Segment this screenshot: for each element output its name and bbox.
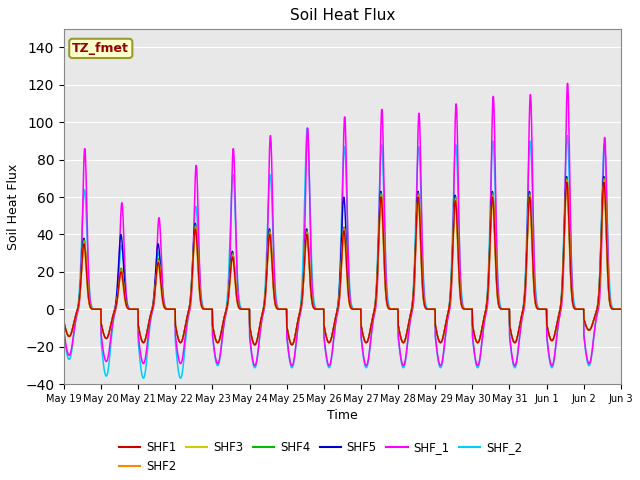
SHF4 [251,342,259,348]
SHF_2 [303,125,311,131]
SHF2 [504,306,512,312]
Line: SHF5: SHF5 [64,177,621,345]
SHF1 [617,306,625,312]
SHF2 [617,306,625,312]
SHF_2 [60,331,68,336]
SHF_1 [251,363,259,369]
SHF4 [617,306,625,312]
Line: SHF2: SHF2 [64,180,621,345]
SHF1 [584,326,591,332]
SHF_1 [216,357,223,363]
SHF5 [251,342,259,348]
SHF3 [216,337,223,343]
SHF2 [371,306,379,312]
SHF_1 [371,310,379,316]
SHF4 [216,337,223,343]
SHF_2 [359,351,367,357]
SHF3 [504,306,512,312]
Line: SHF4: SHF4 [64,179,621,345]
SHF_2 [216,358,223,364]
SHF2 [568,287,575,293]
SHF1 [504,306,512,312]
SHF5 [568,293,575,299]
Text: TZ_fmet: TZ_fmet [72,42,129,55]
SHF2 [216,337,223,343]
SHF3 [251,342,259,348]
SHF2 [584,326,591,332]
SHF_2 [505,306,513,312]
SHF3 [600,183,607,189]
Legend: SHF1, SHF2, SHF3, SHF4, SHF5, SHF_1, SHF_2: SHF1, SHF2, SHF3, SHF4, SHF5, SHF_1, SHF… [115,436,527,478]
SHF2 [359,331,367,336]
SHF_1 [568,281,576,287]
SHF4 [504,306,512,312]
SHF1 [568,291,575,297]
SHF5 [60,320,68,325]
SHF2 [600,178,608,183]
SHF3 [568,295,575,301]
SHF4 [60,320,68,325]
Title: Soil Heat Flux: Soil Heat Flux [290,9,395,24]
SHF_2 [140,375,147,381]
SHF4 [359,331,367,336]
SHF1 [60,320,68,325]
SHF_1 [584,358,591,363]
SHF1 [359,331,367,336]
Line: SHF_2: SHF_2 [64,128,621,378]
SHF3 [371,304,379,310]
SHF_1 [617,306,625,312]
SHF4 [600,176,608,181]
SHF3 [584,326,591,332]
Line: SHF3: SHF3 [64,186,621,345]
SHF5 [584,326,591,332]
SHF5 [600,174,607,180]
SHF5 [216,337,223,343]
SHF5 [371,304,379,310]
SHF3 [617,306,625,312]
SHF_1 [359,347,367,353]
SHF_1 [504,306,512,312]
SHF_1 [564,81,572,86]
SHF_2 [371,302,379,308]
SHF1 [216,337,223,343]
SHF2 [251,342,259,348]
SHF_2 [568,273,576,279]
Line: SHF_1: SHF_1 [64,84,621,366]
SHF3 [60,320,68,325]
SHF_2 [617,306,625,312]
SHF1 [371,305,379,311]
SHF_1 [60,329,68,335]
SHF5 [504,306,512,312]
SHF_2 [584,360,591,365]
SHF1 [600,180,607,185]
SHF5 [617,306,625,312]
SHF1 [251,342,259,348]
SHF2 [60,320,68,325]
SHF5 [359,331,367,336]
Y-axis label: Soil Heat Flux: Soil Heat Flux [6,163,20,250]
SHF4 [584,326,591,332]
X-axis label: Time: Time [327,409,358,422]
SHF4 [371,306,379,312]
Line: SHF1: SHF1 [64,182,621,345]
SHF4 [568,289,575,295]
SHF3 [359,331,367,336]
